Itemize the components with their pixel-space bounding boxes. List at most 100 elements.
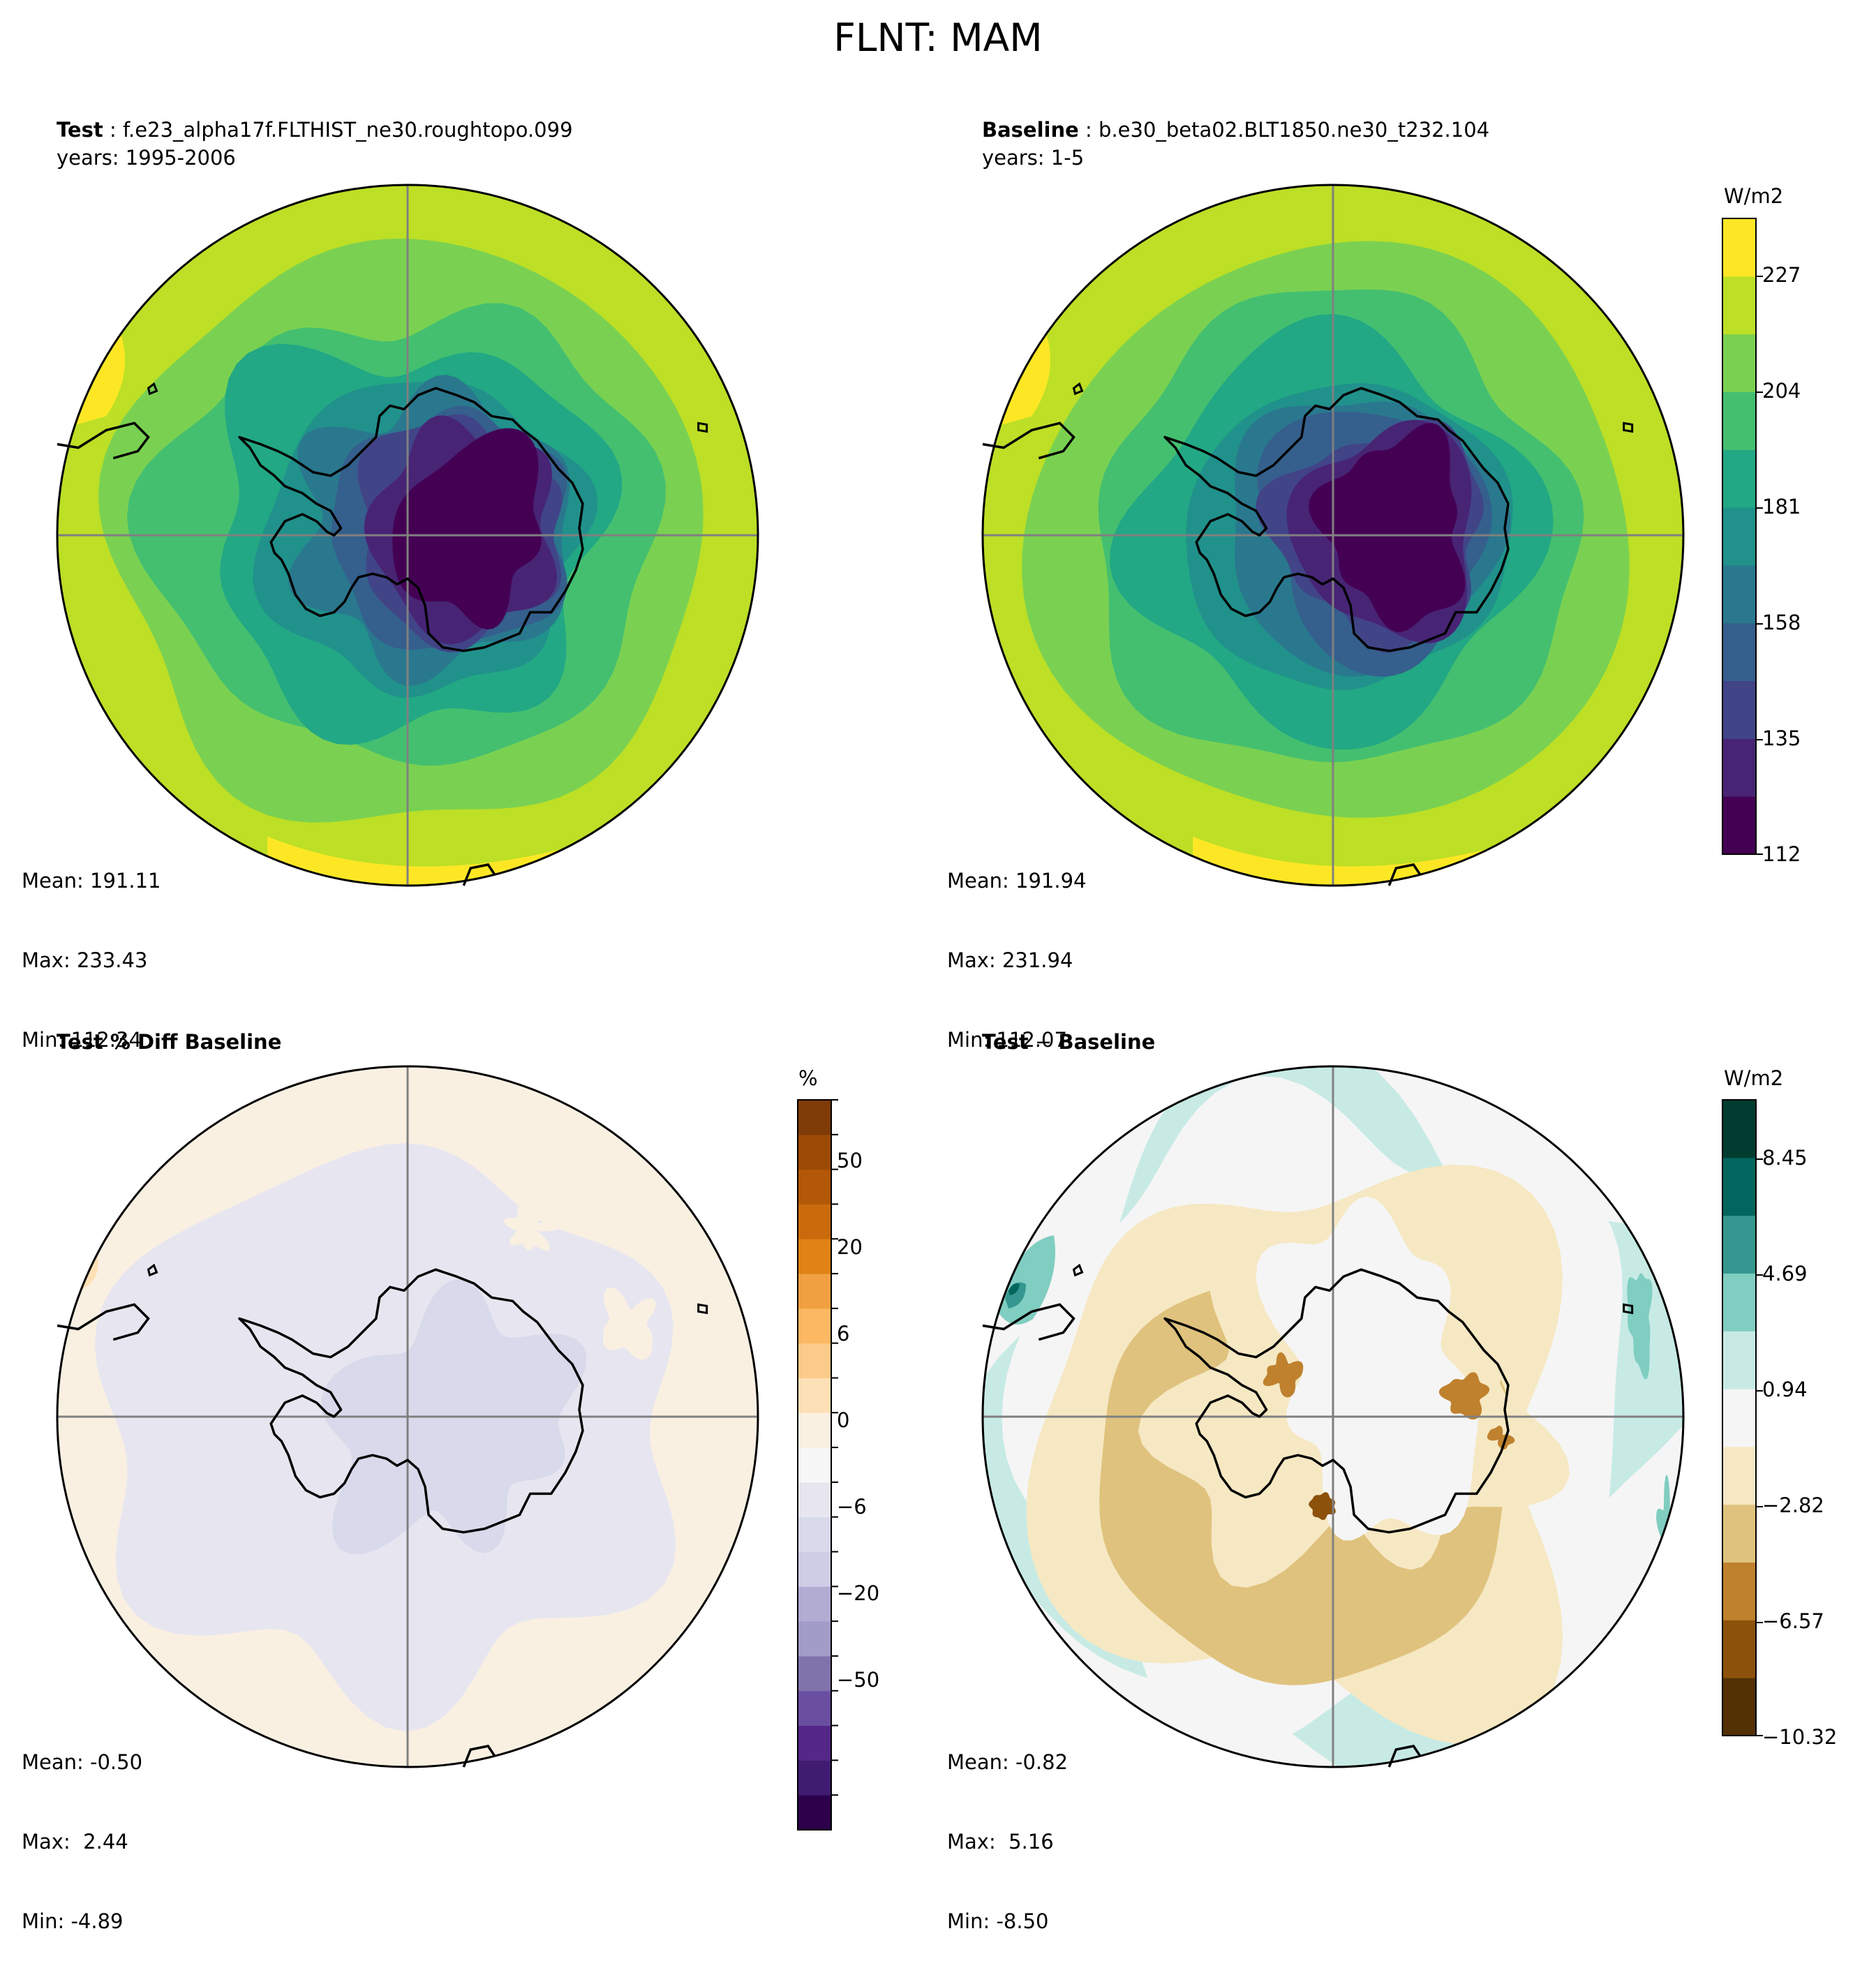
cb2-tick-label: −20 bbox=[837, 1581, 880, 1605]
cb3-tick-label: 4.69 bbox=[1762, 1262, 1808, 1285]
cb2-tick-label: −50 bbox=[837, 1668, 880, 1692]
baseline-title-bold: Baseline bbox=[982, 118, 1079, 142]
colorbar-segment bbox=[798, 1343, 831, 1378]
cb1-tick-label: 227 bbox=[1762, 263, 1801, 287]
colorbar-segment bbox=[1722, 1273, 1756, 1332]
colorbar-segment bbox=[798, 1239, 831, 1274]
island-coastline bbox=[1072, 382, 1084, 396]
cb1-tick-label: 181 bbox=[1762, 495, 1801, 519]
map-boundary bbox=[56, 184, 759, 887]
cb3-tick-label: 0.94 bbox=[1762, 1378, 1808, 1401]
test-case-name: f.e23_alpha17f.FLTHIST_ne30.roughtopo.09… bbox=[122, 118, 573, 142]
pctdiff-min: Min: -4.89 bbox=[22, 1909, 124, 1933]
baseline-min: Min: 112.07 bbox=[947, 1028, 1067, 1052]
cb2-tick-label: 6 bbox=[837, 1322, 850, 1345]
contour-band bbox=[1438, 1372, 1490, 1420]
colorbar-segment bbox=[798, 1100, 831, 1135]
diff-panel-title: Test − Baseline bbox=[982, 1028, 1155, 1056]
polar-map-1 bbox=[981, 184, 1685, 887]
colorbar-segment bbox=[1722, 680, 1756, 739]
colorbar-segment bbox=[1722, 565, 1756, 624]
contour-band bbox=[1309, 423, 1466, 632]
colorbar-segment bbox=[798, 1760, 831, 1796]
island-coastline bbox=[1072, 1263, 1084, 1277]
contour-band bbox=[1627, 1273, 1653, 1380]
test-years: years: 1995-2006 bbox=[57, 146, 236, 170]
test-min: Min: 112.34 bbox=[22, 1028, 142, 1052]
colorbar-segment bbox=[798, 1134, 831, 1170]
south-america-coastline bbox=[982, 422, 1075, 460]
colorbar-segment bbox=[1722, 449, 1756, 508]
cb2-tick-label: 50 bbox=[837, 1149, 863, 1172]
baseline-colorbar-unit: W/m2 bbox=[1724, 184, 1784, 208]
diff-title-minus: − bbox=[1028, 1030, 1059, 1054]
colorbar-segment bbox=[1722, 738, 1756, 797]
colorbar-segment bbox=[798, 1482, 831, 1518]
baseline-title-colon: : bbox=[1078, 118, 1099, 142]
colorbar-segment bbox=[798, 1378, 831, 1413]
figure-plot-area bbox=[56, 184, 1763, 1830]
contour-band bbox=[1263, 1352, 1304, 1398]
pctdiff-panel-title: Test % Diff Baseline bbox=[57, 1028, 281, 1056]
contour-band bbox=[1008, 1283, 1020, 1295]
colorbar-segment bbox=[798, 1204, 831, 1239]
cb1-tick-label: 112 bbox=[1762, 842, 1801, 866]
baseline-max: Max: 231.94 bbox=[947, 948, 1073, 972]
antarctica-coastline bbox=[1163, 387, 1510, 653]
cb3-tick-label: −2.82 bbox=[1762, 1493, 1824, 1517]
polar-map-2 bbox=[56, 1065, 759, 1768]
colorbar-segment bbox=[798, 1274, 831, 1309]
south-america-coastline bbox=[57, 1303, 150, 1341]
cb1-tick-label: 158 bbox=[1762, 611, 1801, 634]
colorbar-3 bbox=[1722, 1099, 1763, 1736]
colorbar-segment bbox=[1722, 1504, 1756, 1563]
colorbar-segment bbox=[798, 1516, 831, 1553]
map-boundary bbox=[981, 1065, 1685, 1768]
baseline-case-name: b.e30_beta02.BLT1850.ne30_t232.104 bbox=[1099, 118, 1490, 142]
south-america-coastline bbox=[57, 422, 150, 460]
test-stats: Mean: 191.11 Max: 233.43 Min: 112.34 bbox=[22, 814, 161, 1080]
map-boundary bbox=[981, 184, 1685, 887]
diff-title-bold: Test bbox=[982, 1030, 1029, 1054]
colorbar-frame bbox=[1722, 218, 1757, 855]
colorbar-segment bbox=[1722, 796, 1756, 855]
cb1-tick-label: 204 bbox=[1762, 379, 1801, 403]
cb2-tick-label: −6 bbox=[837, 1495, 867, 1519]
test-title-bold: Test bbox=[57, 118, 103, 142]
diff-max: Max: 5.16 bbox=[947, 1830, 1054, 1854]
island-coastline bbox=[697, 422, 708, 433]
diff-colorbar-unit: W/m2 bbox=[1724, 1066, 1784, 1090]
cb3-tick-label: −10.32 bbox=[1762, 1725, 1838, 1749]
colorbar-segment bbox=[1722, 1100, 1756, 1158]
colorbar-segment bbox=[1722, 1389, 1756, 1447]
contour-band bbox=[603, 1288, 656, 1360]
cb2-tick-label: 20 bbox=[837, 1235, 863, 1259]
colorbar-segment bbox=[798, 1621, 831, 1657]
test-title-colon: : bbox=[103, 118, 123, 142]
diff-mean: Mean: -0.82 bbox=[947, 1750, 1069, 1774]
colorbar-segment bbox=[798, 1308, 831, 1344]
contour-band bbox=[1487, 1425, 1515, 1449]
colorbar-2 bbox=[797, 1099, 838, 1830]
colorbar-segment bbox=[798, 1655, 831, 1692]
colorbar-segment bbox=[798, 1586, 831, 1622]
baseline-panel-title: Baseline : b.e30_beta02.BLT1850.ne30_t23… bbox=[982, 116, 1489, 144]
baseline-stats: Mean: 191.94 Max: 231.94 Min: 112.07 bbox=[947, 814, 1086, 1080]
colorbar-segment bbox=[1722, 507, 1756, 566]
diff-min: Min: -8.50 bbox=[947, 1909, 1049, 1933]
contour-band bbox=[504, 1199, 565, 1251]
antarctica-coastline bbox=[238, 1268, 584, 1534]
baseline-mean: Mean: 191.94 bbox=[947, 869, 1087, 893]
australia-coastline bbox=[462, 863, 496, 886]
colorbar-segment bbox=[1722, 276, 1756, 335]
australia-coastline bbox=[462, 1745, 496, 1768]
pctdiff-colorbar-unit: % bbox=[798, 1066, 818, 1090]
colorbar-1 bbox=[1722, 218, 1763, 855]
test-panel-title: Test : f.e23_alpha17f.FLTHIST_ne30.rough… bbox=[57, 116, 573, 144]
colorbar-segment bbox=[1722, 1331, 1756, 1389]
colorbar-segment bbox=[1722, 622, 1756, 682]
island-coastline bbox=[1623, 1303, 1634, 1315]
colorbar-frame bbox=[1722, 1099, 1757, 1736]
contour-band bbox=[392, 428, 542, 629]
polar-map-0 bbox=[56, 184, 759, 887]
